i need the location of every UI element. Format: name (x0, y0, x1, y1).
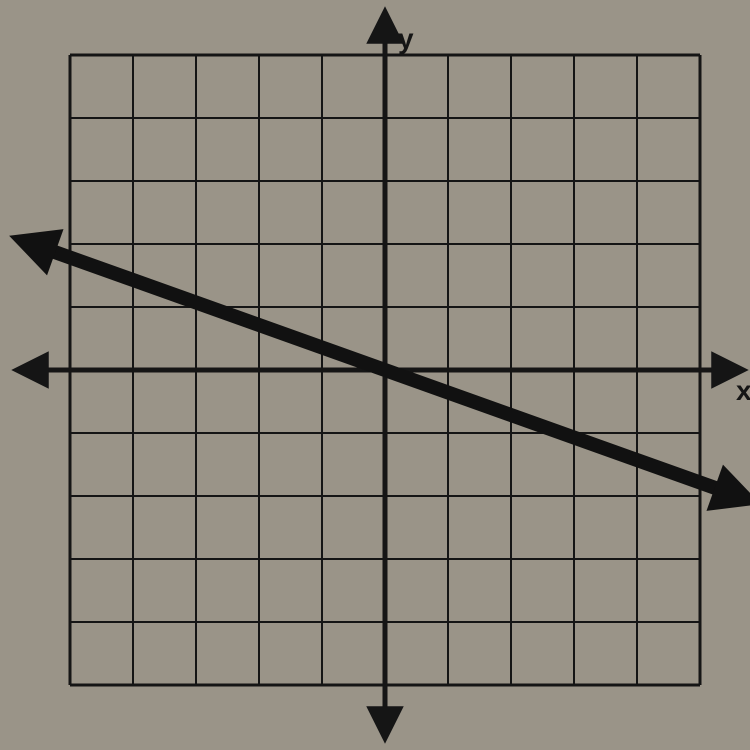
y-axis-label: y (398, 23, 414, 54)
x-axis-label: x (736, 375, 750, 406)
chart-svg: y x (0, 0, 750, 750)
coordinate-plane-chart: y x (0, 0, 750, 750)
